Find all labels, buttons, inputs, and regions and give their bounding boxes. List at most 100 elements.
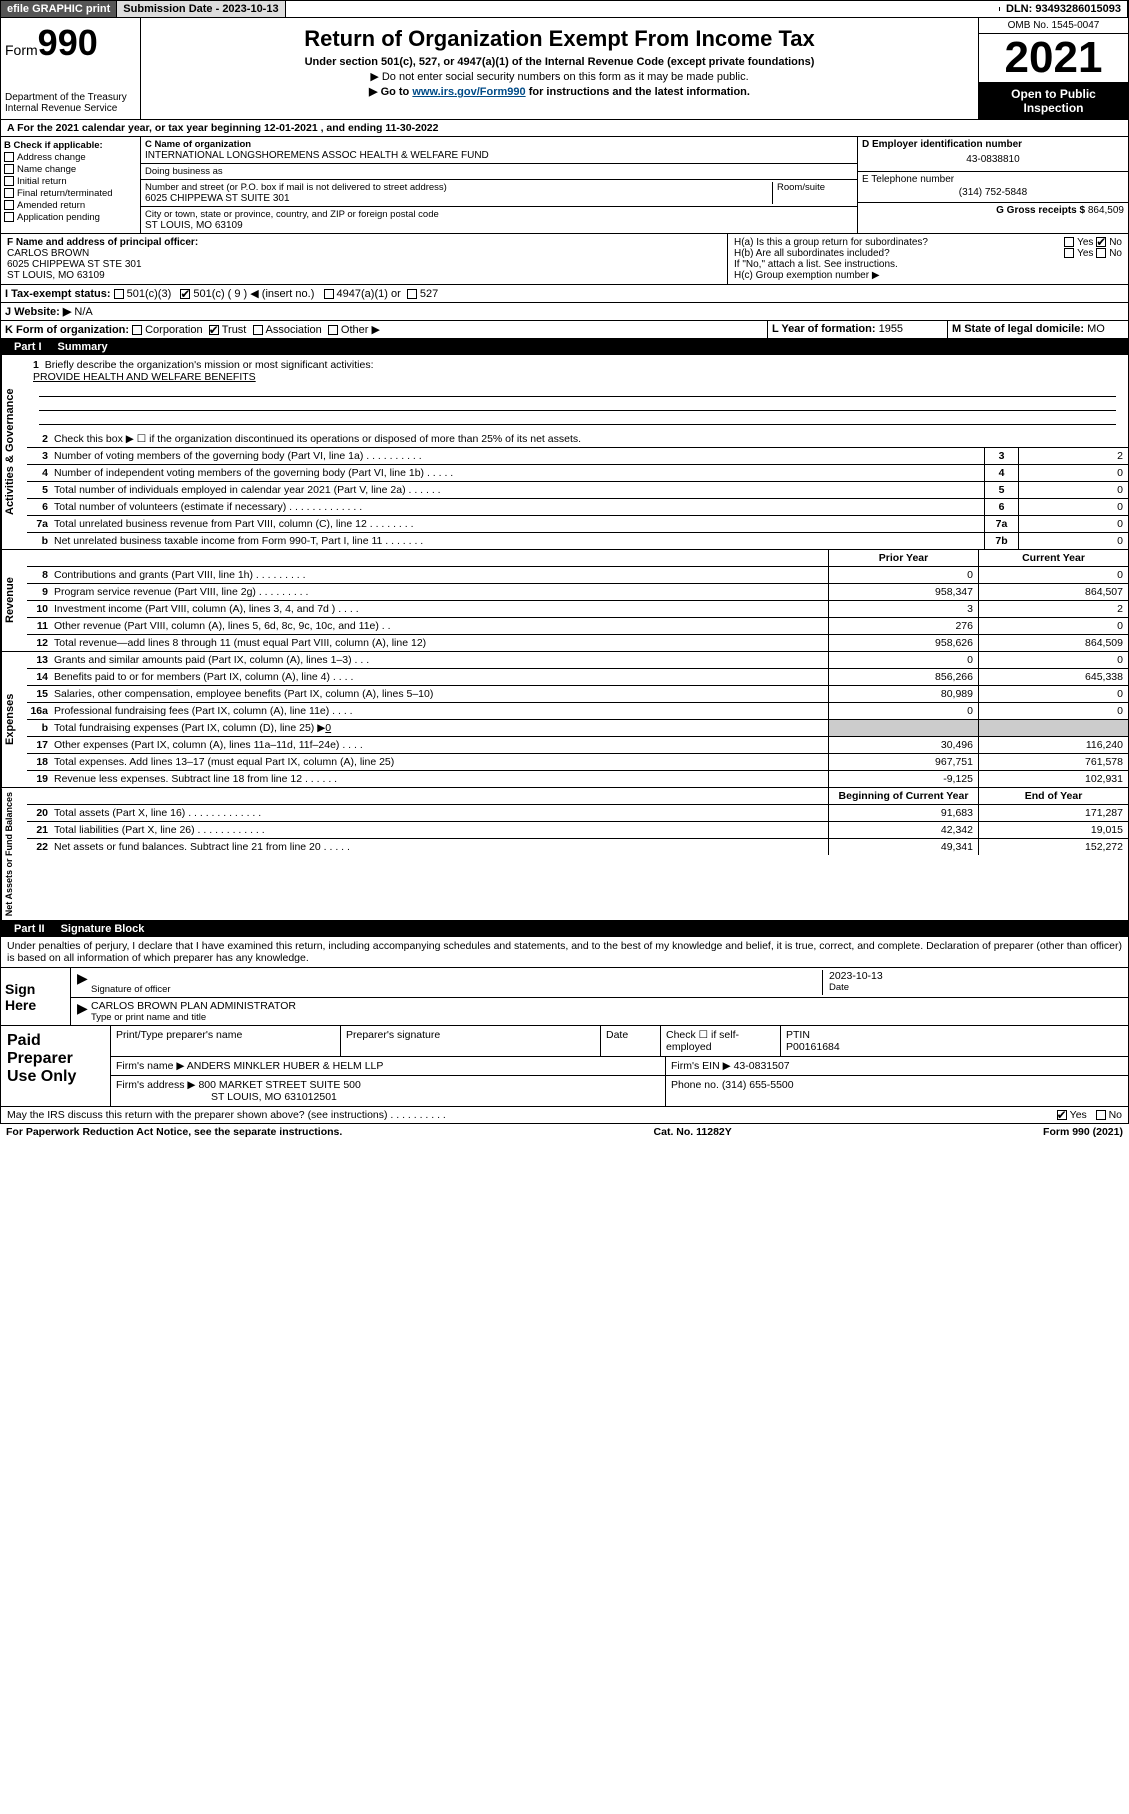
part-1-header: Part I Summary [0, 339, 1129, 355]
line-16a: 16aProfessional fundraising fees (Part I… [27, 703, 1128, 720]
line-a: A For the 2021 calendar year, or tax yea… [0, 120, 1129, 137]
checkbox-icon[interactable] [407, 289, 417, 299]
line-20: 20Total assets (Part X, line 16) . . . .… [27, 805, 1128, 822]
line-8: 8Contributions and grants (Part VIII, li… [27, 567, 1128, 584]
checkbox-icon[interactable] [1096, 248, 1106, 258]
block-deg: D Employer identification number 43-0838… [858, 137, 1128, 233]
submission-date-badge: Submission Date - 2023-10-13 [117, 1, 285, 17]
opt-initial-return: Initial return [4, 176, 137, 187]
line-16b: bTotal fundraising expenses (Part IX, co… [27, 720, 1128, 737]
opt-app-pending: Application pending [4, 212, 137, 223]
checkbox-icon[interactable] [4, 176, 14, 186]
revenue-tab: Revenue [1, 550, 27, 651]
checkbox-icon[interactable] [1096, 237, 1106, 247]
line-j: J Website: ▶ N/A [0, 303, 1129, 321]
sig-line-1: ▶ Signature of officer 2023-10-13 Date [71, 968, 1128, 998]
org-name: INTERNATIONAL LONGSHOREMENS ASSOC HEALTH… [145, 150, 853, 161]
dept-label: Department of the Treasury [5, 92, 136, 103]
line-klm: K Form of organization: Corporation Trus… [0, 321, 1129, 339]
line-4: 4Number of independent voting members of… [27, 465, 1128, 482]
block-e: E Telephone number (314) 752-5848 [858, 172, 1128, 203]
checkbox-icon[interactable] [4, 188, 14, 198]
website-value: N/A [74, 306, 92, 318]
firm-name: ANDERS MINKLER HUBER & HELM LLP [187, 1060, 384, 1072]
city-cell: City or town, state or province, country… [141, 207, 857, 233]
line-6: 6Total number of volunteers (estimate if… [27, 499, 1128, 516]
gross-receipts-label: G Gross receipts $ [996, 205, 1085, 216]
line-5: 5Total number of individuals employed in… [27, 482, 1128, 499]
form-subtitle-3: ▶ Go to www.irs.gov/Form990 for instruct… [149, 85, 970, 98]
revenue-header: Prior Year Current Year [27, 550, 1128, 567]
irs-link[interactable]: www.irs.gov/Form990 [412, 86, 525, 98]
ein-label: D Employer identification number [862, 139, 1124, 150]
line-14: 14Benefits paid to or for members (Part … [27, 669, 1128, 686]
checkbox-icon[interactable] [253, 325, 263, 335]
expenses-tab: Expenses [1, 652, 27, 787]
dln-label: DLN: 93493286015093 [1000, 1, 1128, 17]
opt-address-change: Address change [4, 152, 137, 163]
checkbox-icon[interactable] [209, 325, 219, 335]
line-k: K Form of organization: Corporation Trus… [1, 321, 768, 338]
revenue-section: Revenue Prior Year Current Year 8Contrib… [0, 550, 1129, 652]
sig-date-label: Date [829, 982, 1122, 993]
phone-label: E Telephone number [862, 174, 1124, 185]
mission-text: PROVIDE HEALTH AND WELFARE BENEFITS [33, 371, 256, 383]
top-bar: efile GRAPHIC print Submission Date - 20… [0, 0, 1129, 18]
line-2: 2Check this box ▶ ☐ if the organization … [27, 431, 1128, 448]
line-13: 13Grants and similar amounts paid (Part … [27, 652, 1128, 669]
checkbox-icon[interactable] [1057, 1110, 1067, 1120]
irs-label: Internal Revenue Service [5, 103, 136, 114]
block-f: F Name and address of principal officer:… [1, 234, 728, 284]
line-i: I Tax-exempt status: 501(c)(3) 501(c) ( … [0, 285, 1129, 303]
line-3: 3Number of voting members of the governi… [27, 448, 1128, 465]
cat-number: Cat. No. 11282Y [654, 1126, 732, 1138]
line-9: 9Program service revenue (Part VIII, lin… [27, 584, 1128, 601]
form-number: Form990 [5, 22, 136, 64]
officer-addr1: 6025 CHIPPEWA ST STE 301 [7, 259, 721, 270]
paid-row-firm: Firm's name ▶ ANDERS MINKLER HUBER & HEL… [111, 1057, 1128, 1076]
street-cell: Number and street (or P.O. box if mail i… [141, 180, 857, 207]
checkbox-icon[interactable] [4, 200, 14, 210]
discuss-row: May the IRS discuss this return with the… [0, 1107, 1129, 1124]
sig-line-2: ▶ CARLOS BROWN PLAN ADMINISTRATOR Type o… [71, 998, 1128, 1025]
opt-amended-return: Amended return [4, 200, 137, 211]
line-18: 18Total expenses. Add lines 13–17 (must … [27, 754, 1128, 771]
section-fh: F Name and address of principal officer:… [0, 234, 1129, 285]
net-header: Beginning of Current Year End of Year [27, 788, 1128, 805]
line-21: 21Total liabilities (Part X, line 26) . … [27, 822, 1128, 839]
sig-date-value: 2023-10-13 [829, 970, 1122, 982]
block-g: G Gross receipts $ 864,509 [858, 203, 1128, 218]
hc-row: H(c) Group exemption number ▶ [734, 270, 1122, 281]
checkbox-icon[interactable] [1096, 1110, 1106, 1120]
officer-name: CARLOS BROWN [7, 248, 721, 259]
checkbox-icon[interactable] [328, 325, 338, 335]
line-12: 12Total revenue—add lines 8 through 11 (… [27, 635, 1128, 651]
checkbox-icon[interactable] [180, 289, 190, 299]
firm-addr1: 800 MARKET STREET SUITE 500 [198, 1079, 360, 1091]
checkbox-icon[interactable] [1064, 237, 1074, 247]
checkbox-icon[interactable] [4, 212, 14, 222]
street-value: 6025 CHIPPEWA ST SUITE 301 [145, 193, 768, 204]
checkbox-icon[interactable] [4, 152, 14, 162]
sign-here-row: Sign Here ▶ Signature of officer 2023-10… [1, 967, 1128, 1025]
checkbox-icon[interactable] [1064, 248, 1074, 258]
line-11: 11Other revenue (Part VIII, column (A), … [27, 618, 1128, 635]
ptin-value: P00161684 [786, 1041, 840, 1053]
checkbox-icon[interactable] [4, 164, 14, 174]
net-assets-section: Net Assets or Fund Balances Beginning of… [0, 788, 1129, 921]
paperwork-notice: For Paperwork Reduction Act Notice, see … [6, 1126, 342, 1138]
net-assets-tab: Net Assets or Fund Balances [1, 788, 27, 920]
submission-date-text: Submission Date - 2023-10-13 [123, 3, 278, 15]
line-7a: 7aTotal unrelated business revenue from … [27, 516, 1128, 533]
city-value: ST LOUIS, MO 63109 [145, 220, 853, 231]
efile-badge: efile GRAPHIC print [1, 1, 117, 17]
name-title-label: Type or print name and title [91, 1012, 1122, 1023]
paid-preparer-label: Paid Preparer Use Only [1, 1026, 111, 1106]
part-1-title: Summary [58, 341, 108, 353]
sign-here-label: Sign Here [1, 968, 71, 1025]
checkbox-icon[interactable] [132, 325, 142, 335]
form-header-center: Return of Organization Exempt From Incom… [141, 18, 978, 119]
checkbox-icon[interactable] [324, 289, 334, 299]
form-header: Form990 Department of the Treasury Inter… [0, 18, 1129, 120]
checkbox-icon[interactable] [114, 289, 124, 299]
